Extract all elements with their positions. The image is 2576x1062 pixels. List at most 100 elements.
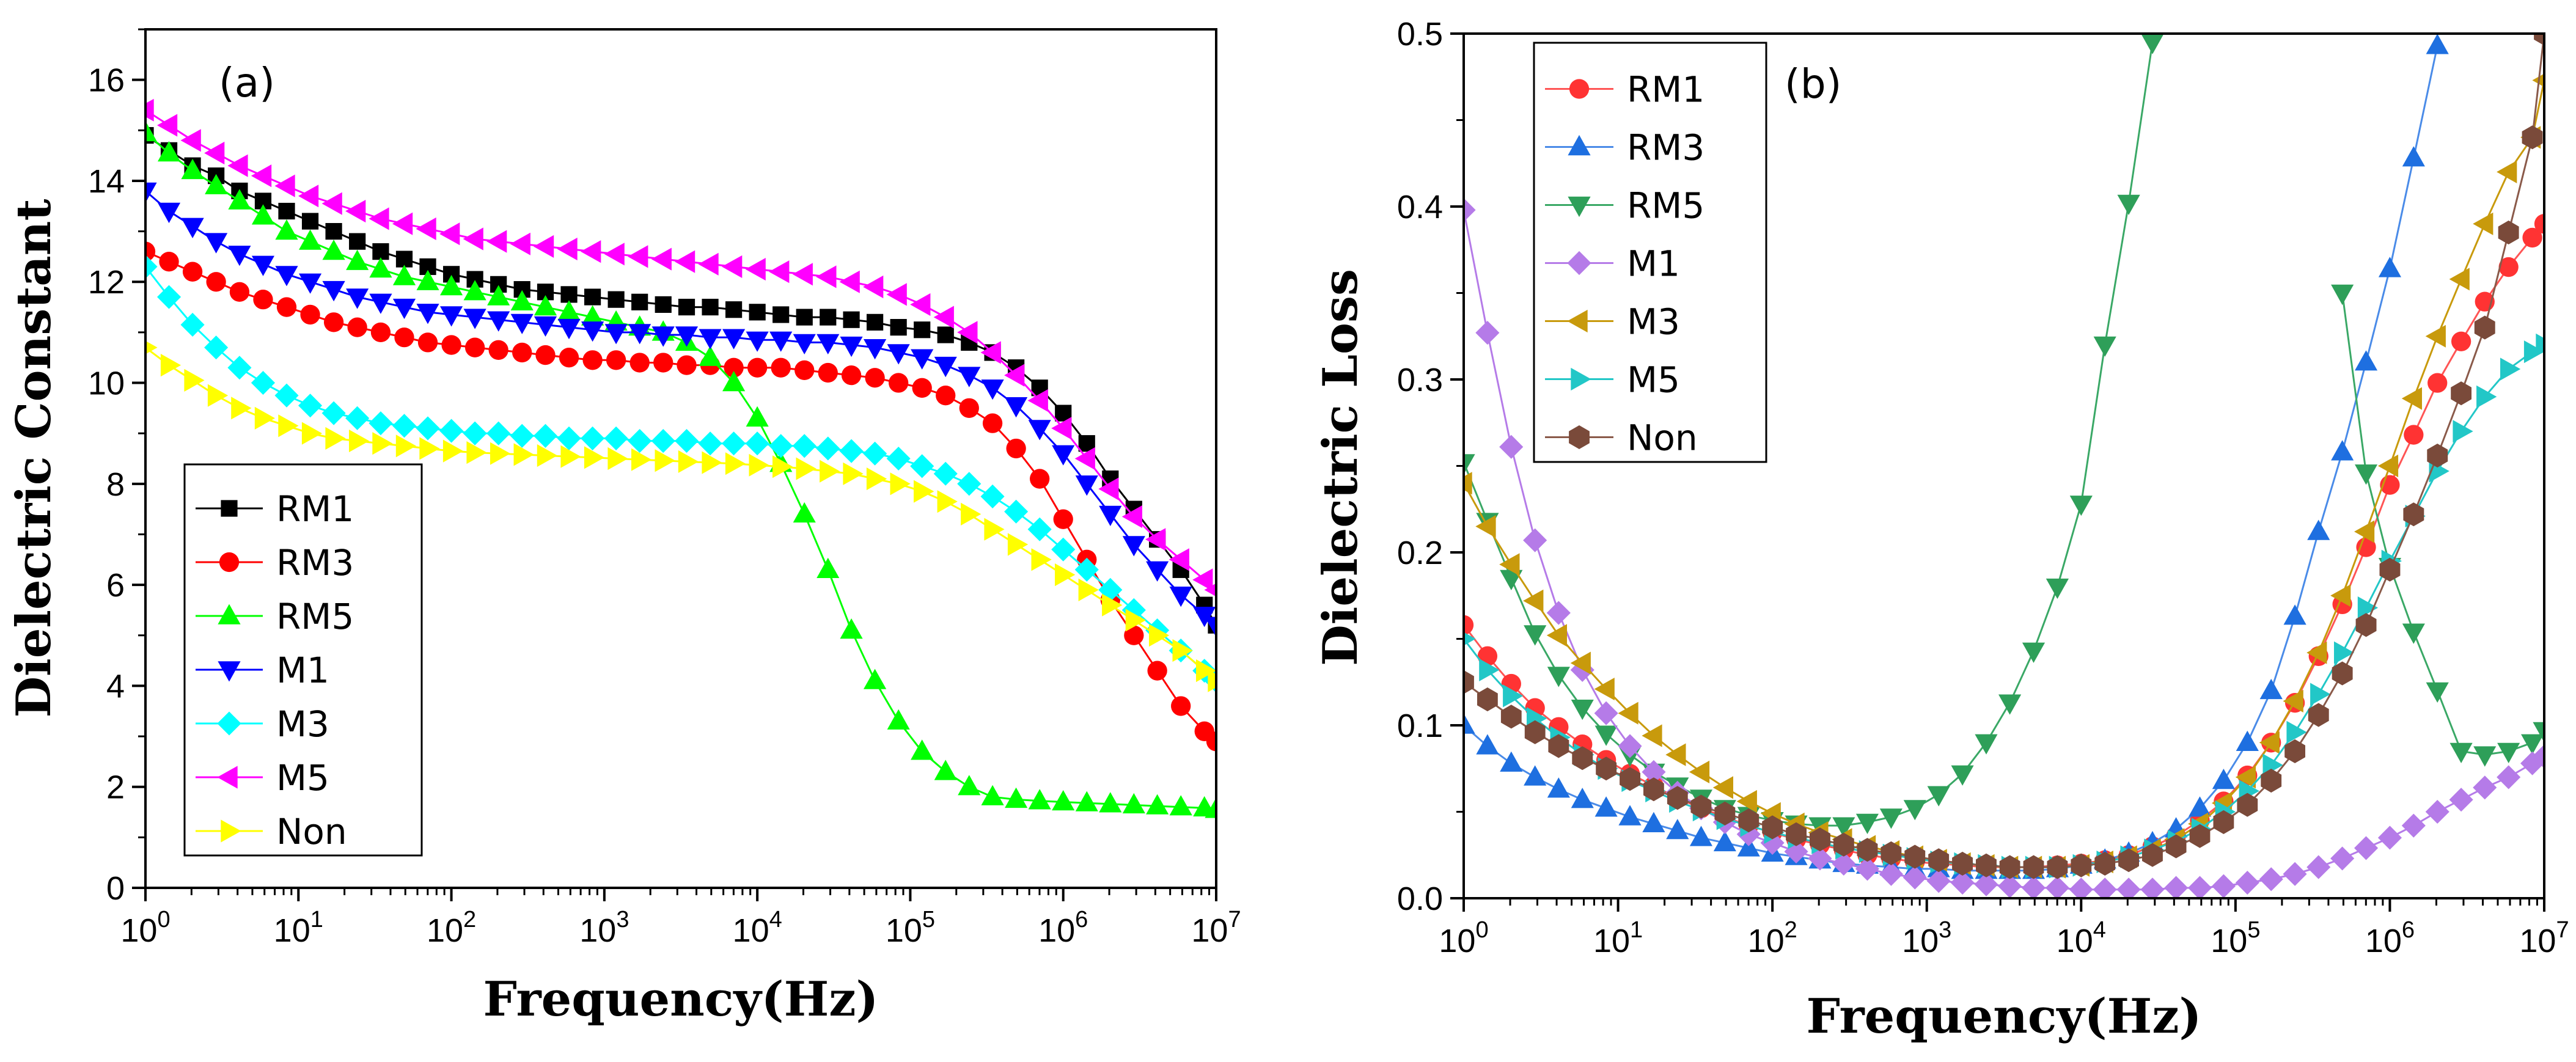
- legend: RM1 RM3 RM5 M1 M3 M5 Non: [183, 463, 423, 857]
- legend-marker-rm1: [221, 500, 238, 517]
- data-point-m1: [1052, 445, 1075, 466]
- data-point-m3: [251, 371, 275, 395]
- data-point-rm5: [1146, 794, 1169, 815]
- data-point-m5: [581, 240, 601, 263]
- data-point-m3: [1523, 589, 1544, 612]
- data-point-m3: [2425, 324, 2446, 348]
- data-point-m3: [2354, 520, 2375, 543]
- data-point-m3: [1499, 553, 1520, 576]
- data-point-m3: [980, 484, 1005, 508]
- data-point-m5: [180, 129, 201, 152]
- data-point-m1: [1974, 872, 1998, 896]
- data-point-rm5: [1099, 792, 1122, 813]
- legend-item-m5: M5: [196, 757, 329, 799]
- data-point-rm1: [2451, 331, 2471, 351]
- data-point-rm5: [416, 269, 439, 290]
- data-point-m3: [510, 423, 534, 448]
- data-point-non: [749, 453, 769, 477]
- data-point-non: [1999, 855, 2020, 879]
- data-point-m5: [1004, 364, 1025, 387]
- data-point-m1: [145, 182, 157, 203]
- data-point-m3: [1027, 517, 1052, 541]
- x-tick-label: 100: [1439, 917, 1488, 959]
- data-point-m1: [416, 304, 439, 324]
- data-point-rm3: [1147, 661, 1167, 681]
- data-point-non: [1596, 756, 1617, 781]
- data-point-m1: [2497, 765, 2521, 789]
- data-point-rm1: [678, 298, 695, 316]
- legend-label: RM1: [276, 488, 354, 530]
- data-point-rm1: [772, 306, 790, 323]
- data-point-m5: [1051, 417, 1072, 440]
- data-point-m3: [2449, 268, 2470, 291]
- legend-label: RM1: [1627, 69, 1704, 111]
- data-point-m3: [439, 419, 464, 443]
- data-point-m3: [2259, 731, 2280, 754]
- panel-label: (b): [1785, 60, 1841, 108]
- data-point-m3: [1464, 472, 1472, 495]
- data-point-rm3: [959, 398, 979, 419]
- data-point-non: [1857, 838, 1878, 862]
- data-point-m1: [2045, 876, 2069, 898]
- y-tick-label: 4: [106, 668, 125, 705]
- legend-marker-rm5: [218, 604, 241, 624]
- data-point-rm3: [2355, 350, 2378, 371]
- panel-label: (a): [219, 59, 275, 106]
- data-point-m1: [746, 331, 769, 352]
- data-point-non: [2071, 853, 2092, 877]
- data-point-m1: [816, 334, 840, 354]
- data-point-m3: [1689, 760, 1710, 783]
- legend-label: M3: [1627, 301, 1680, 343]
- data-point-rm5: [1005, 787, 1028, 808]
- data-point-non: [278, 414, 299, 438]
- data-point-rm5: [793, 502, 816, 523]
- data-point-m5: [321, 192, 342, 215]
- data-point-m3: [1570, 651, 1591, 675]
- data-point-non: [725, 452, 746, 475]
- y-tick-label: 0.0: [1397, 881, 1443, 917]
- data-point-rm3: [1124, 625, 1144, 645]
- legend-marker-m3: [1567, 309, 1588, 333]
- data-point-rm3: [865, 368, 885, 388]
- data-point-non: [1125, 609, 1146, 632]
- data-point-m1: [1475, 321, 1500, 345]
- data-point-non: [2522, 125, 2543, 150]
- legend-item-m5: M5: [1545, 359, 1680, 401]
- x-tick-label: 100: [120, 907, 170, 949]
- legend-item-m3: M3: [1545, 301, 1680, 343]
- legend-marker-m5: [217, 766, 238, 789]
- data-point-rm1: [749, 304, 766, 321]
- data-point-non: [207, 384, 229, 407]
- data-point-rm5: [1832, 817, 1855, 838]
- series-non: [145, 340, 1216, 692]
- data-point-m5: [416, 217, 436, 240]
- data-point-m5: [369, 207, 389, 230]
- legend-label: Non: [276, 811, 347, 852]
- data-point-rm3: [323, 312, 344, 332]
- y-tick-label: 0.3: [1397, 362, 1443, 398]
- data-point-m3: [1642, 724, 1662, 747]
- y-tick-label: 0.5: [1397, 16, 1443, 53]
- data-point-m1: [1594, 701, 1618, 725]
- legend-marker-rm3: [1568, 134, 1591, 156]
- x-axis-title: Frequency(Hz): [1807, 989, 2202, 1044]
- data-point-m1: [1642, 760, 1666, 784]
- data-point-m3: [2283, 689, 2303, 712]
- y-axis-title: Dielectric Constant: [6, 199, 62, 717]
- y-tick-label: 0: [106, 870, 125, 907]
- data-point-non: [2118, 848, 2139, 873]
- data-point-m5: [651, 247, 672, 271]
- data-point-rm1: [2498, 257, 2519, 277]
- data-point-m5: [1121, 505, 1142, 529]
- data-point-m5: [957, 321, 978, 344]
- data-point-m1: [369, 293, 392, 314]
- data-point-rm3: [2212, 769, 2235, 789]
- data-point-m5: [769, 260, 790, 284]
- data-point-rm3: [2307, 519, 2330, 540]
- data-point-m1: [2235, 871, 2259, 895]
- data-point-m3: [321, 401, 346, 425]
- data-point-m3: [839, 439, 864, 463]
- data-point-rm5: [746, 406, 769, 427]
- data-point-m1: [1122, 536, 1145, 557]
- data-point-rm5: [299, 229, 322, 250]
